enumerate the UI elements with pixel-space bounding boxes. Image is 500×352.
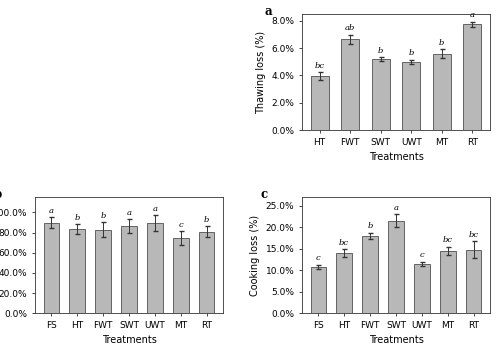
Text: bc: bc [442, 237, 453, 244]
Text: b: b [408, 50, 414, 57]
Bar [199, 232, 214, 313]
Text: a: a [152, 205, 158, 213]
Text: b: b [0, 188, 2, 201]
Bar [173, 238, 188, 313]
Text: a: a [394, 204, 398, 212]
Bar [440, 251, 456, 313]
Bar [70, 229, 85, 313]
Bar [466, 250, 481, 313]
Text: c: c [316, 254, 320, 263]
Bar [341, 39, 359, 130]
Text: bc: bc [468, 231, 478, 239]
Text: a: a [49, 207, 54, 215]
Text: b: b [100, 212, 106, 220]
X-axis label: Treatments: Treatments [102, 335, 156, 345]
Text: b: b [378, 47, 384, 55]
Text: a: a [470, 11, 475, 19]
Bar [147, 223, 162, 313]
Text: c: c [260, 188, 268, 201]
Bar [44, 222, 59, 313]
Bar [121, 226, 137, 313]
X-axis label: Treatments: Treatments [368, 335, 424, 345]
Text: c: c [420, 251, 424, 259]
Text: b: b [439, 39, 444, 46]
Text: a: a [126, 209, 132, 217]
Y-axis label: Cooking loss (%): Cooking loss (%) [250, 215, 260, 296]
Y-axis label: Thawing loss (%): Thawing loss (%) [256, 31, 266, 114]
Text: b: b [74, 214, 80, 222]
Text: bc: bc [314, 62, 324, 70]
Bar [414, 264, 430, 313]
Bar [310, 267, 326, 313]
Bar [402, 62, 420, 130]
Bar [372, 59, 390, 130]
Text: b: b [204, 216, 210, 224]
Bar [463, 24, 481, 130]
Bar [336, 253, 352, 313]
Bar [96, 230, 111, 313]
Bar [388, 221, 404, 313]
Text: b: b [368, 222, 373, 230]
Text: a: a [264, 5, 272, 18]
Bar [310, 76, 329, 130]
Text: c: c [178, 221, 183, 229]
Text: bc: bc [339, 239, 349, 246]
X-axis label: Treatments: Treatments [368, 152, 424, 162]
Text: ab: ab [345, 24, 356, 32]
Bar [362, 236, 378, 313]
Bar [432, 54, 451, 130]
